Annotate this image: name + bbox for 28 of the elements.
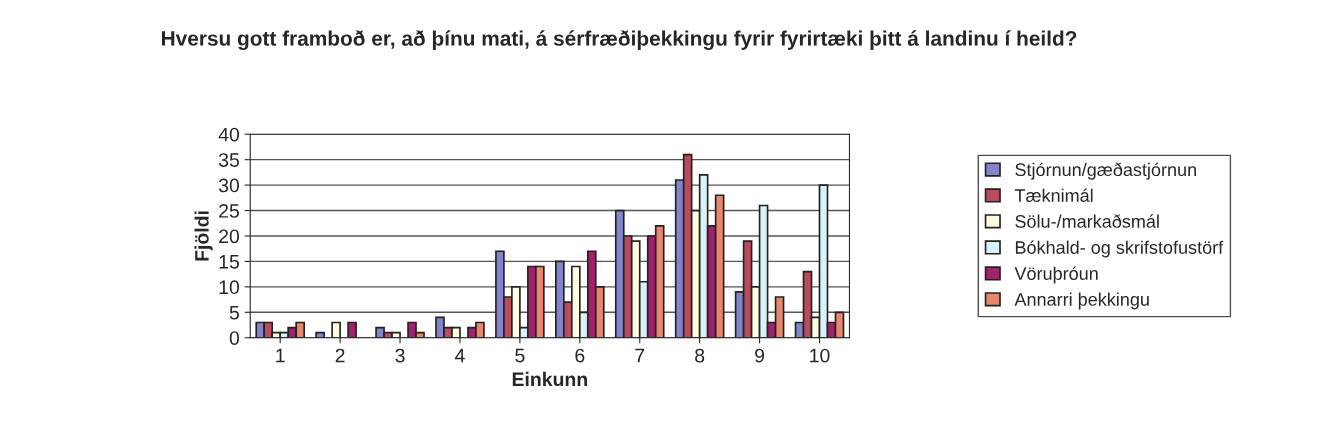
y-tick-label: 15 (219, 255, 239, 269)
chart-title: Hversu gott framboð er, að þínu mati, á sérfræðiþekkingu fyrir fyrirtæki þitt á landinu í heild? (162, 30, 1077, 51)
y-tick-label: 25 (219, 204, 239, 218)
y-tick-label: 35 (218, 153, 239, 167)
x-tick-label: 10 (810, 348, 830, 363)
legend-label: Annarri þekkingu (1014, 292, 1149, 310)
legend-label: Stjórnun/gæðastjórnun (1015, 162, 1196, 180)
legend-label: Tæknimál (1014, 188, 1093, 202)
x-tick-label: 3 (395, 348, 405, 363)
legend-label: Sölu-/markaðsmál (1015, 214, 1159, 228)
x-tick-label: 4 (455, 348, 465, 363)
y-axis-title: Fjöldi (194, 211, 213, 261)
legend-label: Vöruþróun (1014, 266, 1098, 284)
y-tick-label: 0 (229, 331, 240, 345)
legend-label: Bókhald- og skrifstofustörf (1015, 240, 1224, 258)
y-tick-label: 20 (219, 229, 240, 244)
x-tick-label: 8 (695, 348, 705, 363)
x-tick-label: 5 (515, 348, 525, 363)
y-tick-label: 5 (229, 305, 239, 320)
x-tick-label: 2 (335, 348, 345, 363)
x-tick-label: 9 (755, 348, 765, 363)
y-tick-label: 40 (218, 127, 240, 142)
y-tick-label: 30 (218, 178, 240, 193)
x-axis-title: Einkunn (512, 371, 587, 387)
x-tick-label: 6 (575, 348, 585, 363)
x-tick-label: 1 (276, 348, 285, 363)
x-tick-label: 7 (635, 348, 645, 363)
y-tick-label: 10 (219, 280, 240, 295)
